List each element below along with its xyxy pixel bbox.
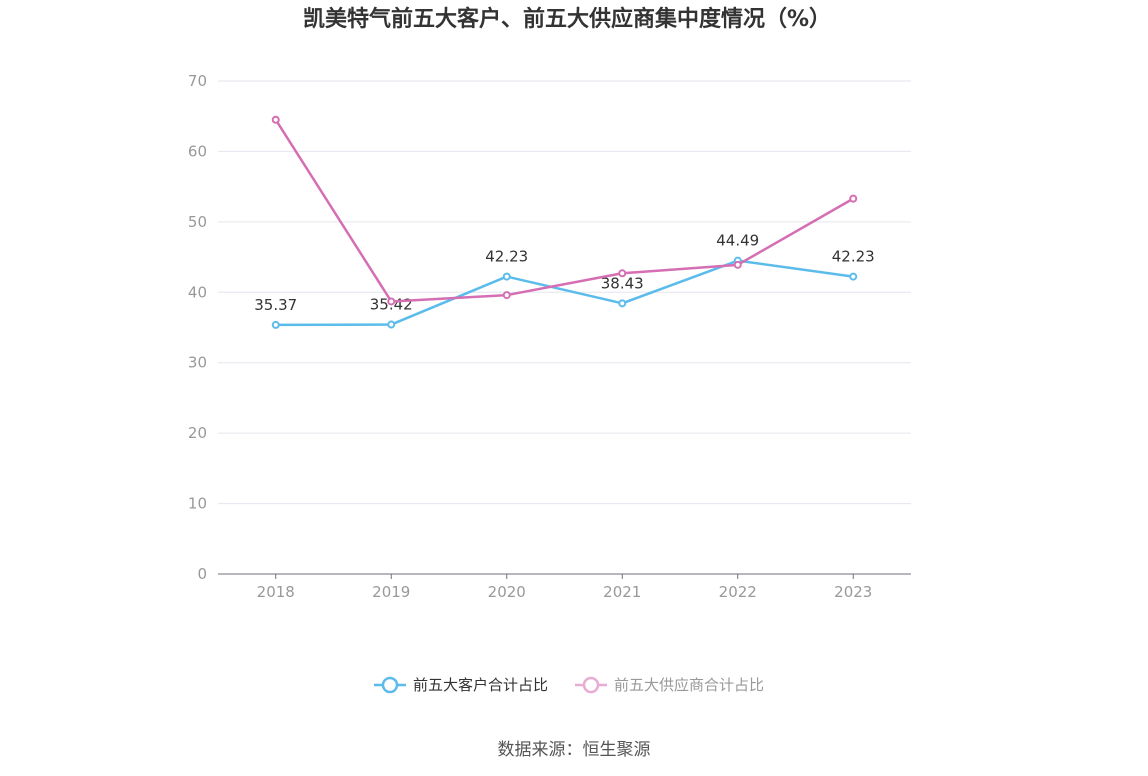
x-tick-label: 2022 (719, 583, 757, 601)
series-line (274, 119, 854, 303)
y-tick-label: 10 (188, 495, 207, 513)
data-label: 42.23 (485, 248, 528, 266)
series-line (275, 259, 854, 327)
y-tick-label: 60 (188, 142, 207, 160)
data-label: 44.49 (716, 232, 759, 250)
legend-marker-icon (381, 676, 399, 694)
legend-marker-icon (582, 676, 600, 694)
data-label: 38.43 (601, 274, 644, 292)
data-point[interactable] (849, 272, 858, 281)
y-tick-label: 50 (188, 213, 207, 231)
data-point[interactable] (387, 320, 396, 329)
y-tick-label: 20 (188, 424, 207, 442)
y-axis-ticks: 0 10 20 30 40 50 60 70 (188, 72, 207, 583)
x-tick-label: 2021 (603, 583, 641, 601)
series-suppliers (271, 115, 858, 306)
x-tick-label: 2023 (834, 583, 872, 601)
y-tick-label: 0 (197, 565, 207, 583)
x-axis: 2018 2019 2020 2021 2022 2023 (218, 573, 911, 601)
x-tick-label: 2020 (488, 583, 526, 601)
y-tick-label: 30 (188, 354, 207, 372)
data-label: 42.23 (832, 248, 875, 266)
data-point[interactable] (849, 194, 858, 203)
data-point[interactable] (618, 269, 627, 278)
legend-item-customers[interactable]: 前五大客户合计占比 (374, 676, 548, 694)
x-tick-label: 2019 (372, 583, 410, 601)
grid (218, 80, 911, 505)
data-point[interactable] (271, 320, 280, 329)
legend-item-suppliers[interactable]: 前五大供应商合计占比 (575, 676, 764, 694)
data-point[interactable] (618, 299, 627, 308)
source-note: 数据来源：恒生聚源 (498, 740, 651, 760)
x-tick-label: 2018 (257, 583, 295, 601)
legend[interactable]: 前五大客户合计占比 前五大供应商合计占比 (374, 676, 764, 694)
legend-label: 前五大客户合计占比 (413, 676, 548, 694)
data-point[interactable] (271, 115, 280, 124)
y-tick-label: 40 (188, 283, 207, 301)
data-point[interactable] (502, 291, 511, 300)
data-label: 35.37 (254, 296, 297, 314)
data-point[interactable] (733, 260, 742, 269)
legend-label: 前五大供应商合计占比 (614, 676, 764, 694)
data-point[interactable] (387, 297, 396, 306)
data-point[interactable] (502, 272, 511, 281)
chart-title: 凯美特气前五大客户、前五大供应商集中度情况（%） (303, 6, 831, 32)
y-tick-label: 70 (188, 72, 207, 90)
